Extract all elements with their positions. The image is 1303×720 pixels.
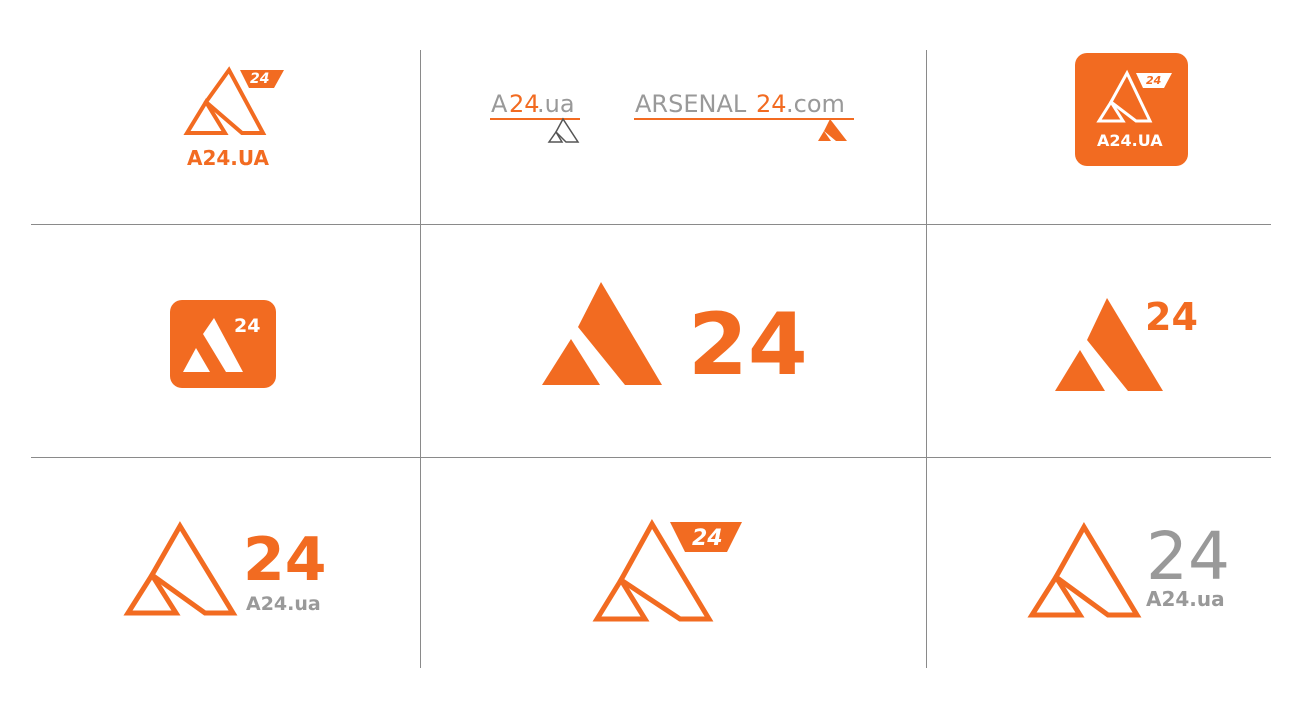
app-icon-outline (1075, 53, 1188, 166)
grid-vertical-line-1 (420, 50, 421, 668)
a-mark-white-solid-icon (183, 318, 243, 372)
domain-prefix: A (491, 90, 508, 118)
domain-long-suffix: .com (786, 90, 845, 118)
a24-outline-mark-white-icon (1096, 69, 1172, 123)
domain-underline (490, 118, 580, 120)
a24-outline-mark-icon (183, 66, 284, 135)
a-mark-small-icon (818, 119, 847, 141)
a24-outline-mark-grey-text-icon (1027, 522, 1142, 618)
domain-suffix: .ua (537, 90, 575, 118)
solid-icon-badge: 24 (234, 315, 261, 337)
app-icon-badge: 24 (1146, 74, 1162, 87)
large-number: 24 (688, 295, 808, 395)
stacked-number: 24 (243, 525, 327, 595)
flag-badge-number: 24 (692, 526, 723, 551)
domain-long-prefix: ARSENAL (635, 90, 747, 118)
grid-vertical-line-2 (926, 50, 927, 668)
grid-horizontal-line-1 (31, 224, 1271, 225)
a-mark-solid-superscript-icon (1055, 298, 1163, 391)
a24-outline-mark-stacked-icon (123, 521, 238, 616)
a-mark-solid-large-icon (542, 282, 662, 385)
domain-number: 24 (509, 90, 540, 118)
a24-outline-mark-flag-icon (592, 518, 742, 622)
grid-horizontal-line-2 (31, 457, 1271, 458)
grey-domain: A24.ua (1146, 587, 1225, 611)
grey-number: 24 (1146, 518, 1230, 595)
domain-long-number: 24 (756, 90, 787, 118)
a-mark-cursor-icon (547, 117, 580, 143)
logo-caption: A24.UA (187, 146, 270, 170)
superscript-number: 24 (1145, 295, 1198, 339)
domain-long-underline (634, 118, 854, 120)
tab-badge-number: 24 (250, 71, 270, 87)
app-icon-caption: A24.UA (1097, 131, 1163, 150)
stacked-domain: A24.ua (246, 593, 321, 615)
